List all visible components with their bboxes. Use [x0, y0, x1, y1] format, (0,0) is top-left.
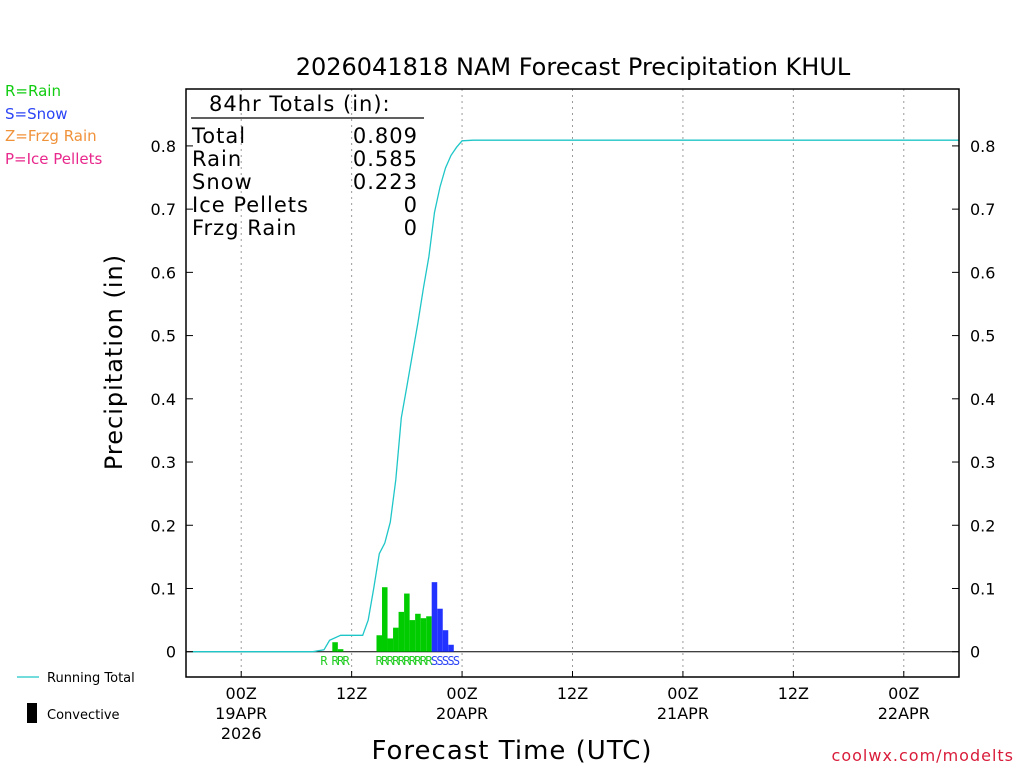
y-axis: 0 00.1 0.10.2 0.20.3 0.30.4 0.40.5 0.50.6 0.60.… [151, 137, 996, 662]
total-value: 0.809 [353, 124, 418, 148]
x-tick-date: 20APR [436, 704, 488, 723]
precip-type-letter: R [320, 654, 328, 668]
precip-type-letter: R [414, 654, 422, 668]
snow-bar [442, 630, 449, 652]
rain-bar [332, 642, 338, 652]
series-legend: Running Total Convective [17, 671, 135, 723]
rain-bar [382, 587, 388, 652]
y-tick-label-left: 0.2 [151, 516, 176, 535]
rain-bar [420, 618, 427, 652]
precip-type-letter: R [392, 654, 400, 668]
precip-type-letter: S [436, 654, 443, 668]
convective-legend-label: Convective [47, 708, 120, 723]
x-axis-label: Forecast Time (UTC) [371, 736, 652, 766]
totals-heading: 84hr Totals (in): [209, 92, 391, 116]
running-total-line [191, 139, 959, 653]
precip-type-letter: S [453, 654, 460, 668]
snow-bar [431, 582, 438, 652]
y-tick-label-right: 0.6 [970, 263, 995, 282]
snow-bar [448, 644, 454, 652]
x-tick-label: 12Z [336, 684, 367, 703]
snow-bar [437, 608, 443, 652]
x-tick-label: 12Z [557, 684, 588, 703]
y-tick-label-left: 0.8 [151, 137, 176, 156]
y-tick-label-right: 0.5 [970, 327, 995, 346]
rain-bar [376, 635, 383, 652]
ice-pellets-value: 0 [404, 193, 418, 217]
ice-pellets-label: Ice Pellets [192, 193, 309, 217]
x-gridlines [240, 89, 905, 677]
y-tick-label-left: 0.4 [151, 390, 176, 409]
rain-bar [409, 620, 416, 652]
x-tick-label: 00Z [226, 684, 257, 703]
rain-bar [426, 616, 432, 652]
y-tick-label-left: 0.6 [151, 263, 176, 282]
y-tick-label-left: 0 [166, 643, 176, 662]
legend-snow: S=Snow [5, 105, 68, 123]
running-total-legend-label: Running Total [47, 671, 135, 686]
precip-type-letter: R [398, 654, 406, 668]
frzg-rain-label: Frzg Rain [192, 216, 297, 240]
x-tick-label: 00Z [667, 684, 698, 703]
y-tick-label-right: 0.2 [970, 516, 995, 535]
x-tick-date: 19APR [215, 704, 267, 723]
y-axis-label: Precipitation (in) [100, 254, 128, 470]
precip-type-letter: R [403, 654, 411, 668]
total-label: Total [191, 124, 246, 148]
convective-swatch [27, 703, 37, 723]
totals-box: 84hr Totals (in): Total 0.809 Rain 0.585… [191, 92, 424, 240]
precip-type-letter: R [425, 654, 433, 668]
y-tick-label-right: 0.1 [970, 579, 995, 598]
x-tick-date: 22APR [878, 704, 930, 723]
y-tick-label-right: 0.3 [970, 453, 995, 472]
chart-title: 2026041818 NAM Forecast Precipitation KH… [296, 53, 851, 81]
frzg-rain-value: 0 [404, 216, 418, 240]
rain-value: 0.585 [353, 147, 418, 171]
precip-type-letter: R [337, 654, 345, 668]
x-tick-label: 00Z [888, 684, 919, 703]
rain-label: Rain [192, 147, 242, 171]
y-tick-label-right: 0 [970, 643, 980, 662]
rain-bar [393, 627, 399, 652]
rain-bar [398, 611, 405, 652]
y-tick-label-left: 0.5 [151, 327, 176, 346]
rain-bar [404, 593, 410, 652]
rain-bar [415, 613, 421, 652]
rain-bar [387, 638, 394, 652]
x-tick-year: 2026 [221, 724, 262, 743]
precip-type-letter: S [431, 654, 438, 668]
precip-type-letter: R [331, 654, 339, 668]
rain-bar [337, 649, 344, 652]
y-tick-label-left: 0.3 [151, 453, 176, 472]
precip-type-letter: S [442, 654, 449, 668]
precip-type-letter: R [343, 654, 351, 668]
x-tick-label: 00Z [446, 684, 477, 703]
watermark: coolwx.com/modelts [832, 746, 1014, 765]
precip-type-letter: R [381, 654, 389, 668]
snow-value: 0.223 [353, 170, 418, 194]
y-tick-label-left: 0.7 [151, 200, 176, 219]
precip-type-letter: R [420, 654, 428, 668]
x-tick-label: 12Z [778, 684, 809, 703]
precip-type-letter: R [409, 654, 417, 668]
precip-type-letter: R [376, 654, 384, 668]
precip-bars [332, 582, 454, 652]
y-tick-label-right: 0.8 [970, 137, 995, 156]
precip-type-letter: S [447, 654, 454, 668]
snow-label: Snow [192, 170, 253, 194]
y-tick-label-right: 0.7 [970, 200, 995, 219]
precip-type-letter: R [387, 654, 395, 668]
legend-ice-pellets: P=Ice Pellets [5, 150, 102, 168]
x-tick-date: 21APR [657, 704, 709, 723]
y-tick-label-right: 0.4 [970, 390, 995, 409]
legend-frzg-rain: Z=Frzg Rain [5, 127, 97, 145]
y-tick-label-left: 0.1 [151, 579, 176, 598]
legend-rain: R=Rain [5, 82, 61, 100]
type-legend: R=Rain S=Snow Z=Frzg Rain P=Ice Pellets [5, 82, 102, 168]
